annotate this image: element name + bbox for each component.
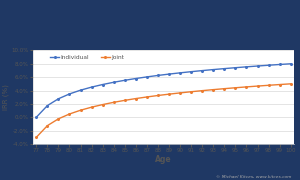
Individual <box>167 73 171 75</box>
Individual <box>256 65 259 67</box>
Legend: Individual, Joint: Individual, Joint <box>49 53 125 61</box>
Joint <box>57 118 60 120</box>
Joint <box>145 96 149 98</box>
Individual <box>123 79 127 81</box>
Individual <box>278 63 281 66</box>
Joint <box>189 91 193 93</box>
Individual <box>34 116 38 118</box>
Joint <box>79 109 83 111</box>
Joint <box>156 94 160 97</box>
Individual <box>57 98 60 100</box>
Individual <box>244 66 248 68</box>
Joint <box>134 98 138 100</box>
Joint <box>34 136 38 138</box>
Joint <box>223 88 226 90</box>
Joint <box>178 92 182 94</box>
Line: Joint: Joint <box>35 83 292 138</box>
Text: © Michael Kitces, www.kitces.com: © Michael Kitces, www.kitces.com <box>216 175 291 179</box>
Individual <box>46 105 49 107</box>
Individual <box>90 86 93 88</box>
Individual <box>212 69 215 71</box>
Line: Individual: Individual <box>35 63 292 118</box>
Individual <box>189 71 193 73</box>
Joint <box>112 101 116 103</box>
Individual <box>112 81 116 83</box>
Joint <box>90 106 93 108</box>
Joint <box>267 84 270 86</box>
Joint <box>256 85 259 87</box>
Y-axis label: IRR (%): IRR (%) <box>2 84 9 110</box>
Individual <box>79 89 83 91</box>
Title: INTERNAL RATE OF RETURN - AGE 77 TO 100
COMPARISON OF INDIVIDUAL VS. JOINT: INTERNAL RATE OF RETURN - AGE 77 TO 100 … <box>68 27 259 48</box>
Individual <box>289 63 292 65</box>
Individual <box>145 76 149 78</box>
Individual <box>200 69 204 72</box>
Individual <box>223 68 226 70</box>
Individual <box>234 67 237 69</box>
Individual <box>178 72 182 74</box>
Joint <box>101 103 104 106</box>
Joint <box>68 113 71 115</box>
Individual <box>156 74 160 76</box>
Joint <box>200 90 204 92</box>
Individual <box>134 77 138 80</box>
X-axis label: Age: Age <box>155 155 172 164</box>
Individual <box>101 83 104 86</box>
Joint <box>167 93 171 95</box>
Joint <box>244 86 248 88</box>
Joint <box>123 99 127 101</box>
Individual <box>267 64 270 66</box>
Joint <box>212 89 215 91</box>
Joint <box>46 125 49 127</box>
Joint <box>289 83 292 85</box>
Individual <box>68 93 71 95</box>
Joint <box>278 84 281 86</box>
Joint <box>234 87 237 89</box>
